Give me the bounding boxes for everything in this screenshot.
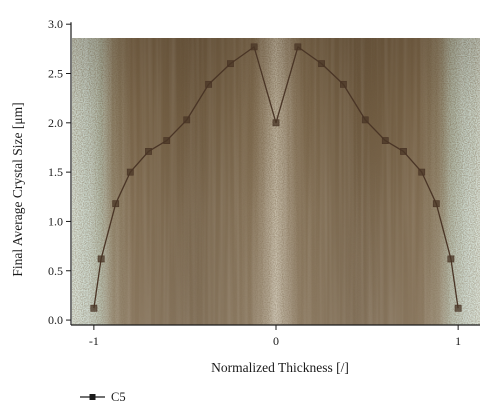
- y-tick-label: 3.0: [48, 17, 63, 31]
- series-layer: [90, 43, 462, 312]
- data-point: [227, 60, 234, 68]
- y-axis-title: Final Average Crystal Size [μm]: [10, 102, 25, 276]
- x-tick-label: 1: [455, 334, 461, 348]
- data-point: [272, 119, 280, 127]
- data-point: [97, 255, 105, 263]
- axes: 0.0 0.5 1.0 1.5 2.0 2.5 3.0 -1 0 1: [48, 17, 480, 348]
- micrograph-background: [72, 38, 480, 325]
- data-point: [250, 43, 258, 51]
- data-point: [183, 116, 191, 124]
- data-point: [163, 137, 171, 144]
- micrograph-shading: [72, 38, 480, 325]
- y-tick-label: 0.0: [48, 313, 63, 327]
- data-point: [112, 200, 120, 208]
- legend-label-c5: C5: [111, 390, 126, 404]
- data-point: [418, 168, 426, 176]
- y-tick-label: 0.5: [48, 264, 63, 278]
- data-point: [432, 200, 440, 208]
- legend-marker: [89, 394, 96, 400]
- data-point: [126, 168, 134, 176]
- x-tick-label: 0: [273, 334, 279, 348]
- series-c5: [90, 43, 462, 312]
- y-tick-label: 2.5: [48, 67, 63, 81]
- data-point: [339, 80, 347, 88]
- data-point: [361, 116, 369, 124]
- data-point: [145, 148, 152, 155]
- data-point: [381, 137, 389, 144]
- data-point: [205, 80, 213, 88]
- legend: C5: [80, 390, 126, 404]
- data-point: [400, 148, 407, 155]
- data-point: [318, 60, 325, 68]
- y-tick-label: 1.5: [48, 165, 63, 179]
- y-tick-label: 2.0: [48, 116, 63, 130]
- x-tick-label: -1: [89, 334, 99, 348]
- data-point: [447, 255, 455, 263]
- data-point: [454, 304, 462, 312]
- x-axis-title: Normalized Thickness [/]: [211, 360, 349, 375]
- data-point: [294, 43, 302, 51]
- y-tick-label: 1.0: [48, 214, 63, 228]
- data-point: [90, 304, 98, 312]
